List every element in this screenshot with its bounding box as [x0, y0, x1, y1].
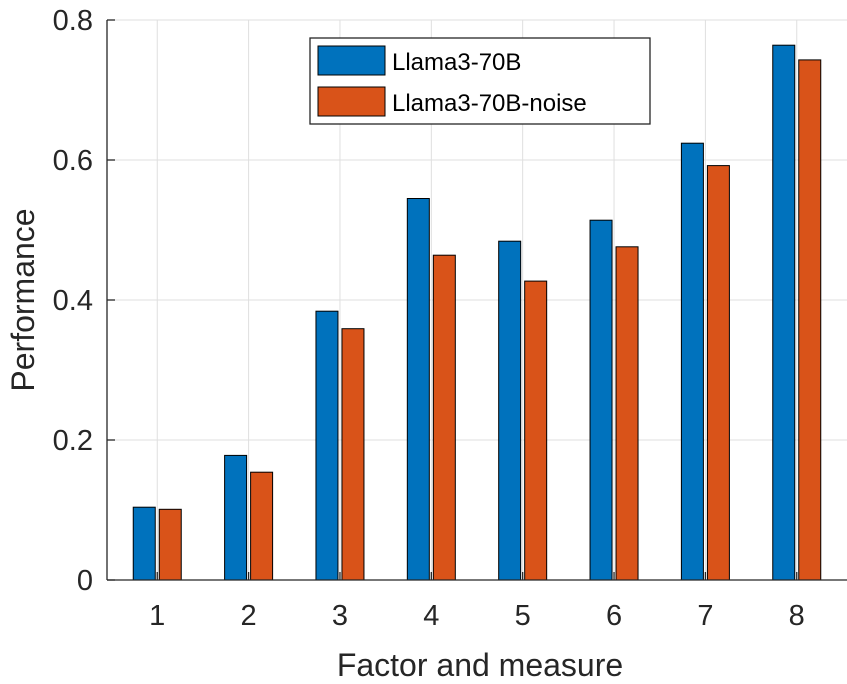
x-tick-label-4: 4 — [423, 600, 439, 632]
bars — [132, 44, 822, 581]
axes — [106, 19, 847, 581]
y-tick-label-3: 0.6 — [53, 145, 93, 177]
x-tick-label-5: 5 — [515, 600, 531, 632]
y-tick-label-1: 0.2 — [53, 425, 93, 457]
x-tick-label-2: 2 — [241, 600, 257, 632]
bar-llama3-70b-8 — [772, 44, 796, 581]
bar-llama3-70b-3 — [315, 310, 339, 581]
legend-label-llama3-70b: Llama3-70B — [392, 49, 521, 76]
bar-llama3-70b-5 — [498, 240, 522, 581]
legend: Llama3-70B Llama3-70B-noise — [309, 37, 651, 125]
bar-llama3-70b-noise-5 — [524, 280, 548, 581]
x-tick-label-8: 8 — [789, 600, 805, 632]
y-tick-labels: 0 0.2 0.4 0.6 0.8 — [53, 5, 93, 597]
y-tick-label-4: 0.8 — [53, 5, 93, 37]
legend-swatch-llama3-70b — [317, 45, 386, 76]
bar-llama3-70b-4 — [406, 198, 430, 581]
bar-llama3-70b-noise-7 — [706, 165, 730, 581]
bar-llama3-70b-noise-2 — [250, 471, 274, 581]
bar-llama3-70b-noise-4 — [432, 254, 456, 581]
bar-llama3-70b-noise-6 — [615, 246, 639, 581]
x-tick-labels: 1 2 3 4 5 6 7 8 — [149, 600, 805, 632]
x-axis-title: Factor and measure — [337, 647, 623, 683]
bar-llama3-70b-noise-1 — [158, 508, 182, 581]
bar-llama3-70b-6 — [589, 219, 613, 581]
x-tick-label-1: 1 — [149, 600, 165, 632]
bar-llama3-70b-noise-3 — [341, 328, 365, 581]
y-tick-label-2: 0.4 — [53, 285, 93, 317]
y-tick-label-0: 0 — [77, 565, 93, 597]
bar-llama3-70b-noise-8 — [798, 59, 822, 581]
bar-llama3-70b-2 — [224, 454, 248, 581]
bar-llama3-70b-1 — [132, 506, 156, 581]
x-tick-label-7: 7 — [697, 600, 713, 632]
legend-swatch-llama3-70b-noise — [317, 86, 386, 117]
x-tick-label-6: 6 — [606, 600, 622, 632]
bar-llama3-70b-7 — [680, 142, 704, 581]
y-axis-title: Performance — [5, 208, 41, 391]
x-tick-label-3: 3 — [332, 600, 348, 632]
legend-label-llama3-70b-noise: Llama3-70B-noise — [392, 90, 587, 117]
